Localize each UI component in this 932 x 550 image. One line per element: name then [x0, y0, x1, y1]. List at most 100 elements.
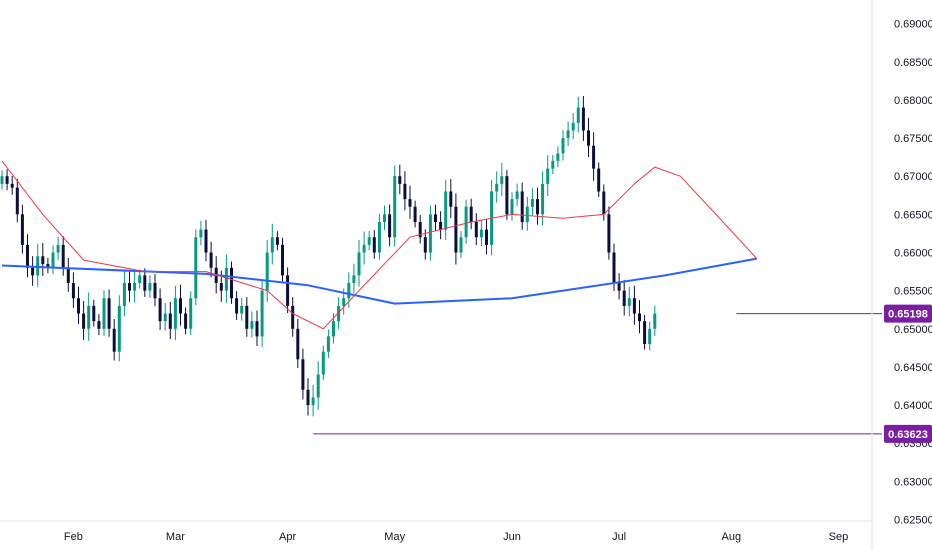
candle — [36, 243, 40, 287]
candle — [56, 236, 60, 260]
candle — [393, 165, 397, 247]
y-tick-label: 0.67500 — [894, 133, 932, 145]
candle — [546, 155, 550, 196]
candle — [561, 130, 565, 161]
candle — [648, 321, 652, 351]
candle — [352, 263, 356, 294]
candle — [26, 234, 29, 278]
candle — [179, 284, 182, 326]
candle — [576, 96, 580, 133]
x-tick-label: Feb — [64, 531, 83, 543]
candle — [439, 211, 443, 240]
candle — [367, 231, 371, 251]
candle — [153, 274, 157, 307]
y-tick-label: 0.66500 — [894, 209, 932, 221]
candle — [377, 214, 381, 260]
time-axis[interactable]: Feb Mar Apr May Jun Jul Aug Sep — [64, 531, 848, 543]
candle — [474, 213, 478, 246]
candle — [117, 295, 121, 362]
candle — [189, 291, 193, 336]
candle — [444, 179, 448, 241]
candle — [556, 146, 560, 168]
candle — [372, 230, 376, 259]
candle — [428, 205, 432, 261]
candle — [5, 169, 9, 191]
candle — [245, 297, 249, 337]
candle — [571, 113, 575, 140]
candle — [423, 229, 427, 260]
candle — [275, 231, 279, 251]
candle — [301, 348, 305, 400]
candle — [316, 361, 320, 410]
x-tick-label: Aug — [722, 531, 742, 543]
candle — [143, 268, 147, 297]
y-tick-label: 0.62500 — [894, 514, 932, 526]
candle — [617, 273, 621, 300]
candle — [133, 269, 137, 303]
marker-lines — [313, 313, 882, 435]
candle — [454, 193, 458, 265]
y-tick-label: 0.66000 — [894, 247, 932, 259]
candle — [551, 154, 555, 175]
candle — [638, 300, 641, 334]
y-tick-label: 0.68000 — [894, 95, 932, 107]
candle — [566, 121, 570, 147]
candle — [82, 301, 86, 341]
candle — [515, 183, 519, 207]
candle — [587, 117, 590, 157]
candle — [362, 231, 366, 265]
candle — [403, 171, 407, 211]
candle — [500, 162, 504, 196]
candle — [505, 170, 509, 220]
candle — [627, 286, 631, 317]
moving-averages — [1, 160, 758, 330]
price-badge: 0.65198 — [884, 304, 932, 323]
candle — [194, 229, 198, 306]
candle — [607, 206, 611, 260]
y-tick-label: 0.69000 — [894, 19, 932, 31]
candle — [286, 267, 290, 314]
y-tick-label: 0.67000 — [894, 171, 932, 183]
candle — [464, 199, 468, 244]
candle — [265, 239, 269, 302]
price-axis[interactable]: 0.69000 0.68500 0.68000 0.67500 0.67000 0.665… — [894, 19, 932, 527]
candle — [97, 314, 101, 336]
candles-layer — [0, 95, 657, 417]
candle — [138, 269, 142, 289]
x-tick-label: May — [384, 531, 405, 543]
moving-average-fast — [1, 160, 758, 330]
candle — [541, 171, 545, 226]
candle — [209, 241, 213, 278]
candle — [87, 292, 91, 341]
candle — [469, 198, 473, 230]
price-badge-label: 0.63623 — [888, 429, 928, 441]
x-tick-label: Sep — [829, 531, 849, 543]
candle — [122, 271, 126, 317]
candle — [163, 302, 167, 331]
y-tick-label: 0.64000 — [894, 400, 932, 412]
candle — [449, 178, 453, 218]
x-tick-label: Apr — [279, 531, 296, 543]
price-badges: 0.65198 0.63623 — [884, 304, 932, 443]
x-tick-label: Mar — [166, 531, 185, 543]
candle — [622, 279, 626, 316]
y-tick-label: 0.63000 — [894, 476, 932, 488]
candle — [398, 164, 402, 195]
candle — [71, 272, 75, 308]
price-badge-label: 0.65198 — [888, 309, 928, 321]
candle — [306, 378, 310, 416]
candle — [291, 297, 295, 337]
candle — [41, 242, 45, 277]
candle — [525, 196, 529, 231]
candle — [148, 275, 152, 298]
y-tick-label: 0.65000 — [894, 324, 932, 336]
candle — [418, 214, 422, 244]
candle — [31, 256, 35, 286]
candle — [15, 178, 19, 223]
price-badge: 0.63623 — [884, 424, 932, 443]
candle — [168, 301, 172, 340]
y-tick-label: 0.68500 — [894, 57, 932, 69]
candle — [413, 200, 417, 228]
candle — [255, 310, 259, 347]
